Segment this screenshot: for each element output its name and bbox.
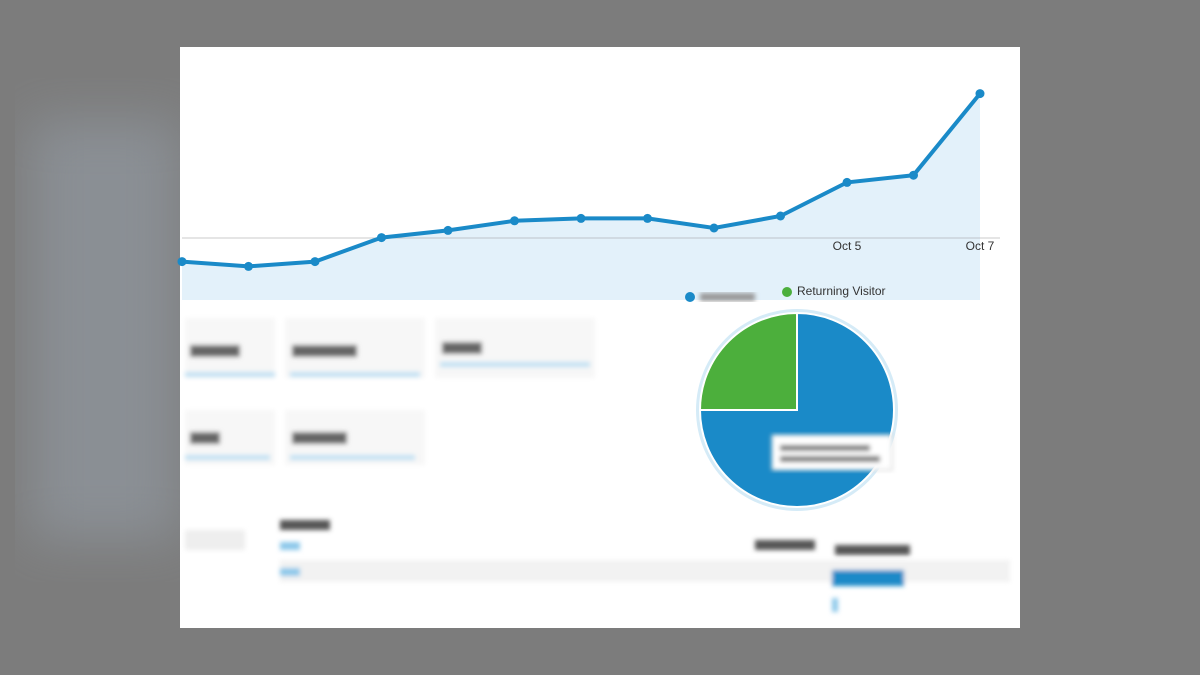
area bbox=[182, 93, 980, 300]
link bbox=[280, 542, 300, 550]
select bbox=[185, 530, 245, 550]
tooltip-text bbox=[780, 445, 870, 451]
point bbox=[177, 257, 187, 267]
metric-blur bbox=[442, 342, 482, 354]
header bbox=[755, 540, 815, 550]
table-blur bbox=[185, 520, 1010, 612]
x-tick-label: Oct 5 bbox=[833, 239, 862, 253]
sparkline bbox=[440, 362, 590, 367]
metric-blur bbox=[190, 432, 220, 444]
metric-cards bbox=[185, 318, 595, 465]
link bbox=[280, 568, 300, 576]
point bbox=[709, 223, 719, 233]
sparkline bbox=[185, 455, 270, 460]
point bbox=[576, 213, 586, 223]
sparkline bbox=[290, 372, 420, 377]
tooltip-text bbox=[780, 456, 880, 462]
header bbox=[835, 545, 910, 555]
legend-marker bbox=[782, 287, 792, 297]
row bbox=[280, 560, 1010, 582]
point bbox=[310, 257, 320, 267]
point bbox=[909, 170, 918, 180]
point bbox=[244, 261, 253, 271]
metric-blur bbox=[292, 432, 347, 444]
background-blur bbox=[30, 120, 180, 540]
header bbox=[280, 520, 330, 530]
tooltip bbox=[771, 434, 893, 471]
legend-label-blur bbox=[700, 293, 755, 301]
row-bar bbox=[832, 570, 904, 586]
point bbox=[842, 177, 852, 187]
row-bar bbox=[832, 598, 838, 612]
point bbox=[776, 211, 785, 221]
sparkline bbox=[185, 372, 275, 377]
point bbox=[443, 225, 453, 235]
metric-blur bbox=[292, 345, 357, 357]
pie-tooltip bbox=[771, 434, 893, 471]
point bbox=[377, 233, 386, 243]
point bbox=[510, 216, 519, 226]
point bbox=[975, 89, 985, 99]
metric-blur bbox=[190, 345, 240, 357]
pie-slice bbox=[698, 311, 798, 411]
legend-label: Returning Visitor bbox=[797, 284, 886, 298]
legend-marker bbox=[685, 292, 695, 302]
x-tick-label: Oct 7 bbox=[966, 239, 995, 253]
point bbox=[643, 213, 652, 223]
sparkline bbox=[290, 455, 415, 460]
